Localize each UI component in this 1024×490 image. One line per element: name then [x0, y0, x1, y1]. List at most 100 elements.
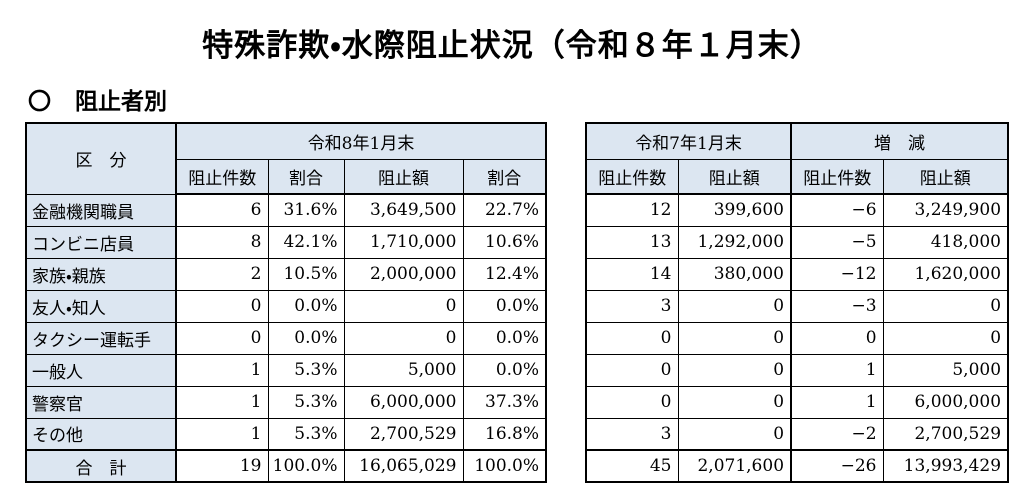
value-cell: 3,649,500: [343, 193, 464, 227]
row-label-cell: 一般人: [25, 353, 177, 387]
table-row: 家族・親族 2 10.5% 2,000,000 12.4%: [25, 257, 547, 291]
column-header: 阻止額: [343, 158, 464, 195]
value-cell: 12: [585, 193, 679, 227]
value-cell: 45: [585, 449, 679, 483]
table-row: 12 399,600 −6 3,249,900: [585, 193, 1009, 227]
row-label-cell: コンビニ店員: [25, 225, 177, 259]
value-cell: 0: [585, 385, 679, 419]
value-cell: 0: [677, 289, 793, 323]
section-heading: 〇 阻止者別: [28, 82, 167, 116]
value-cell: 10.6%: [462, 225, 547, 259]
table-row: 一般人 1 5.3% 5,000 0.0%: [25, 353, 547, 387]
table-row: 3 0 −2 2,700,529: [585, 417, 1009, 451]
value-cell: 100.0%: [267, 449, 345, 483]
column-header: 阻止額: [677, 158, 793, 195]
value-cell: 1,620,000: [882, 257, 1009, 291]
value-cell: 5.3%: [267, 417, 345, 451]
table-row: 13 1,292,000 −5 418,000: [585, 225, 1009, 259]
table-row: コンビニ店員 8 42.1% 1,710,000 10.6%: [25, 225, 547, 259]
table-row: その他 1 5.3% 2,700,529 16.8%: [25, 417, 547, 451]
current-period-table-header: 区 分 令和8年1月末 阻止件数 割合 阻止額 割合: [25, 122, 547, 195]
circle-bullet-icon: 〇: [28, 89, 51, 115]
total-row: 合 計 19 100.0% 16,065,029 100.0%: [25, 449, 547, 483]
value-cell: 0: [175, 321, 269, 355]
value-cell: 3,249,900: [882, 193, 1009, 227]
value-cell: 0: [343, 321, 464, 355]
comparison-table: 令和7年1月末 増 減 阻止件数 阻止額 阻止件数 阻止額 12 399,600−…: [585, 122, 1010, 483]
value-cell: 1: [175, 417, 269, 451]
value-cell: 418,000: [882, 225, 1009, 259]
column-header: 割合: [462, 158, 547, 195]
value-cell: 5.3%: [267, 353, 345, 387]
value-cell: 3: [585, 417, 679, 451]
value-cell: −6: [790, 193, 884, 227]
value-cell: 2: [175, 257, 269, 291]
value-cell: −12: [790, 257, 884, 291]
value-cell: 0.0%: [462, 289, 547, 323]
value-cell: 0: [343, 289, 464, 323]
value-cell: 0: [175, 289, 269, 323]
value-cell: 37.3%: [462, 385, 547, 419]
value-cell: 5.3%: [267, 385, 345, 419]
value-cell: 100.0%: [462, 449, 547, 483]
column-header: 阻止件数: [175, 158, 269, 195]
value-cell: 42.1%: [267, 225, 345, 259]
corner-header-cell: 区 分: [25, 122, 177, 195]
row-label-cell: 家族・親族: [25, 257, 177, 291]
value-cell: 1,710,000: [343, 225, 464, 259]
value-cell: −5: [790, 225, 884, 259]
value-cell: 13,993,429: [882, 449, 1009, 483]
value-cell: 0.0%: [462, 321, 547, 355]
value-cell: 3: [585, 289, 679, 323]
total-row: 45 2,071,600 −26 13,993,429: [585, 449, 1009, 483]
value-cell: 6: [175, 193, 269, 227]
table-row: タクシー運転手 0 0.0% 0 0.0%: [25, 321, 547, 355]
group-header-row: 令和7年1月末 増 減: [585, 122, 1009, 160]
table-row: 友人・知人 0 0.0% 0 0.0%: [25, 289, 547, 323]
value-cell: 1: [175, 353, 269, 387]
value-cell: 1: [790, 353, 884, 387]
value-cell: 5,000: [343, 353, 464, 387]
column-header: 阻止件数: [585, 158, 679, 195]
current-period-table: 区 分 令和8年1月末 阻止件数 割合 阻止額 割合 金融機関職員 6 31.6% 3…: [25, 122, 548, 483]
row-label-cell: 警察官: [25, 385, 177, 419]
value-cell: 2,700,529: [882, 417, 1009, 451]
sub-header-row: 阻止件数 割合 阻止額 割合: [26, 158, 547, 195]
table-row: 0 0 1 5,000: [585, 353, 1009, 387]
total-label-cell: 合 計: [25, 449, 177, 483]
comparison-table-body: 12 399,600 −6 3,249,900 13 1,292,000 −5 418,000…: [585, 193, 1009, 483]
table-row: 14 380,000 −12 1,620,000: [585, 257, 1009, 291]
table-row: 警察官 1 5.3% 6,000,000 37.3%: [25, 385, 547, 419]
row-label-cell: 友人・知人: [25, 289, 177, 323]
value-cell: −3: [790, 289, 884, 323]
group-header-cell: 令和7年1月末: [585, 122, 793, 160]
value-cell: 31.6%: [267, 193, 345, 227]
value-cell: 0.0%: [462, 353, 547, 387]
value-cell: 2,700,529: [343, 417, 464, 451]
value-cell: 1,292,000: [677, 225, 793, 259]
value-cell: 12.4%: [462, 257, 547, 291]
table-row: 3 0 −3 0: [585, 289, 1009, 323]
value-cell: 2,071,600: [677, 449, 793, 483]
value-cell: 0.0%: [267, 289, 345, 323]
sub-header-row: 阻止件数 阻止額 阻止件数 阻止額: [585, 158, 1009, 195]
value-cell: 5,000: [882, 353, 1009, 387]
value-cell: 1: [175, 385, 269, 419]
comparison-table-header: 令和7年1月末 増 減 阻止件数 阻止額 阻止件数 阻止額: [585, 122, 1009, 195]
current-period-table-body: 金融機関職員 6 31.6% 3,649,500 22.7% コンビニ店員 8 42.1% 1,…: [25, 193, 547, 483]
value-cell: 6,000,000: [343, 385, 464, 419]
value-cell: 19: [175, 449, 269, 483]
row-label-cell: タクシー運転手: [25, 321, 177, 355]
value-cell: 22.7%: [462, 193, 547, 227]
value-cell: 0: [585, 321, 679, 355]
value-cell: 0: [585, 353, 679, 387]
value-cell: 0: [677, 353, 793, 387]
value-cell: 10.5%: [267, 257, 345, 291]
value-cell: 13: [585, 225, 679, 259]
value-cell: 1: [790, 385, 884, 419]
column-header: 阻止件数: [790, 158, 884, 195]
table-row: 0 0 1 6,000,000: [585, 385, 1009, 419]
value-cell: 6,000,000: [882, 385, 1009, 419]
group-header-cell: 増 減: [790, 122, 1009, 160]
